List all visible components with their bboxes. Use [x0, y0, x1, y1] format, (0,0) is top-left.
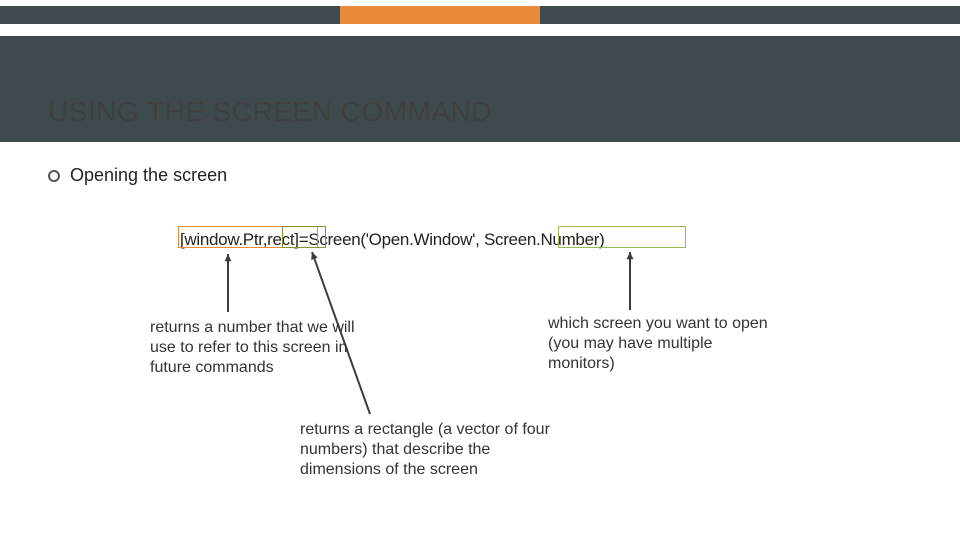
- slide: USING THE SCREEN COMMAND Opening the scr…: [0, 0, 960, 540]
- callout-bottom: returns a rectangle (a vector of four nu…: [300, 420, 550, 480]
- callout-right: which screen you want to open (you may h…: [548, 314, 778, 374]
- callout-left: returns a number that we will use to ref…: [150, 318, 380, 378]
